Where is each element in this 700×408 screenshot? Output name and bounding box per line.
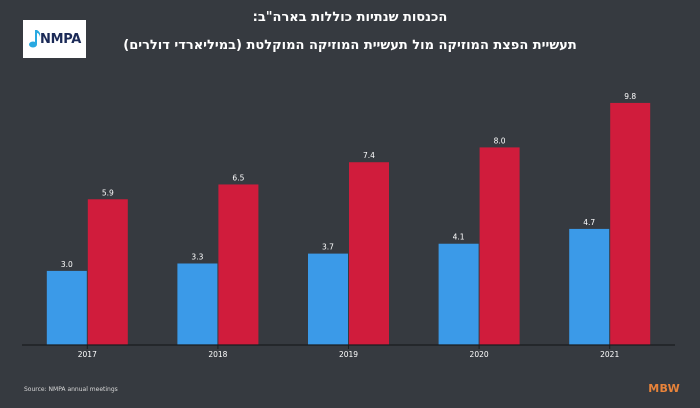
title-line-2: תעשיית הפצת המוזיקה מול תעשיית המוזיקה ה… [123,38,577,53]
mbw-brand: MBW [648,382,680,395]
bar-2-2020 [479,147,520,345]
x-tick-label-2017: 2017 [78,350,97,359]
nmpa-logo: NMPA [23,20,86,58]
value-label-2-2018: 6.5 [232,173,244,182]
source-note: Source: NMPA annual meetings [24,386,118,393]
x-tick-label-2021: 2021 [600,350,619,359]
chart-title: הכנסות שנתיות כוללות בארה"ב: תעשיית הפצת… [100,8,600,56]
value-label-1-2020: 4.1 [453,233,465,242]
value-label-1-2017: 3.0 [61,260,73,269]
music-note-icon [28,28,42,50]
value-label-1-2021: 4.7 [583,218,595,227]
bar-1-2019 [308,253,348,345]
title-line-1: הכנסות שנתיות כוללות בארה"ב: [252,10,448,25]
bar-1-2021 [569,228,610,345]
bar-2-2018 [218,184,259,345]
value-label-1-2018: 3.3 [191,252,203,261]
value-label-2-2019: 7.4 [363,151,375,160]
bar-1-2018 [177,263,218,345]
bar-2-2017 [87,199,128,345]
value-label-2-2021: 9.8 [624,92,636,101]
value-label-1-2019: 3.7 [322,243,334,252]
bar-2-2019 [349,162,389,345]
logo-text: NMPA [39,31,81,47]
bar-1-2017 [46,270,87,345]
bar-1-2020 [438,243,479,345]
value-label-2-2017: 5.9 [102,188,114,197]
bar-2-2021 [610,102,651,345]
value-label-2-2020: 8.0 [494,136,506,145]
x-tick-label-2018: 2018 [208,350,227,359]
x-tick-label-2020: 2020 [470,350,489,359]
x-tick-label-2019: 2019 [339,350,358,359]
